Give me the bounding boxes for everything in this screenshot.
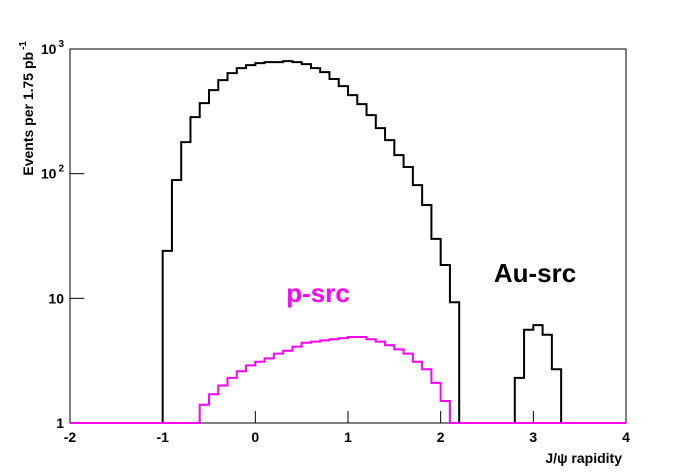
- histogram-line: [70, 335, 626, 424]
- x-tick-label: 0: [251, 429, 259, 445]
- x-axis-label: J/ψ rapidity: [545, 450, 622, 466]
- series-annotation: Au-src: [494, 258, 576, 288]
- histogram-line: [70, 60, 626, 424]
- y-tick-label: 1: [56, 415, 64, 431]
- x-tick-label: 4: [622, 429, 630, 445]
- y-tick-label: 10 2: [41, 164, 65, 182]
- y-tick-label: 10 3: [41, 39, 65, 57]
- series-annotation: p-src: [286, 278, 350, 308]
- x-tick-label: 2: [437, 429, 445, 445]
- x-tick-label: 1: [344, 429, 352, 445]
- x-tick-label: 3: [529, 429, 537, 445]
- y-tick-label: 10: [48, 290, 64, 306]
- x-tick-label: -1: [156, 429, 169, 445]
- x-tick-label: -2: [64, 429, 77, 445]
- y-axis-label: Events per 1.75 pb-1: [18, 41, 36, 176]
- plot-frame: [69, 48, 627, 424]
